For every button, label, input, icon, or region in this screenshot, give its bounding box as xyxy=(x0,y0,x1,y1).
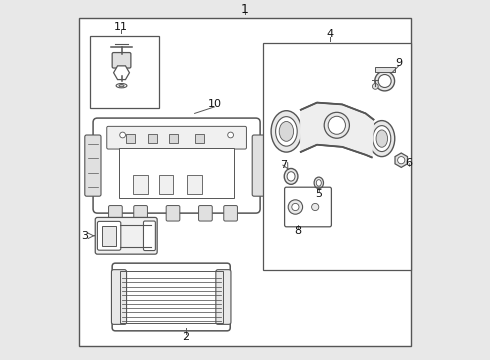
Text: 8: 8 xyxy=(294,226,302,237)
Circle shape xyxy=(120,132,125,138)
Ellipse shape xyxy=(287,172,295,181)
FancyBboxPatch shape xyxy=(144,221,155,251)
Circle shape xyxy=(312,203,319,211)
Ellipse shape xyxy=(271,111,302,152)
Ellipse shape xyxy=(119,85,124,87)
Circle shape xyxy=(288,200,303,214)
Bar xyxy=(133,175,148,194)
FancyBboxPatch shape xyxy=(134,206,147,221)
FancyBboxPatch shape xyxy=(224,206,238,221)
Circle shape xyxy=(292,203,299,211)
Bar xyxy=(90,36,159,108)
FancyBboxPatch shape xyxy=(111,270,126,324)
Text: 6: 6 xyxy=(405,158,412,168)
Text: 7: 7 xyxy=(280,159,288,170)
Ellipse shape xyxy=(279,122,294,141)
Text: 3: 3 xyxy=(82,231,89,241)
FancyBboxPatch shape xyxy=(107,126,246,149)
Bar xyxy=(148,134,157,143)
Bar xyxy=(187,175,202,194)
Circle shape xyxy=(228,132,233,138)
FancyBboxPatch shape xyxy=(112,53,131,68)
FancyBboxPatch shape xyxy=(198,206,212,221)
FancyBboxPatch shape xyxy=(85,135,101,196)
Text: 11: 11 xyxy=(114,22,128,32)
FancyBboxPatch shape xyxy=(93,118,260,213)
Bar xyxy=(195,134,204,143)
Bar xyxy=(374,67,395,72)
Ellipse shape xyxy=(116,84,127,88)
Ellipse shape xyxy=(284,168,298,184)
Bar xyxy=(159,175,173,194)
Polygon shape xyxy=(301,103,373,157)
Bar xyxy=(102,226,116,246)
Ellipse shape xyxy=(376,130,388,147)
Ellipse shape xyxy=(378,75,391,87)
Bar xyxy=(120,271,222,323)
Ellipse shape xyxy=(375,71,394,91)
Text: 9: 9 xyxy=(395,58,403,68)
FancyBboxPatch shape xyxy=(109,206,122,221)
Bar xyxy=(170,134,178,143)
Circle shape xyxy=(398,157,405,164)
Circle shape xyxy=(372,84,378,89)
Text: 1: 1 xyxy=(241,3,249,15)
Text: 4: 4 xyxy=(326,29,333,39)
Ellipse shape xyxy=(314,177,323,189)
Bar xyxy=(126,134,135,143)
FancyBboxPatch shape xyxy=(98,221,121,250)
FancyBboxPatch shape xyxy=(166,206,180,221)
Ellipse shape xyxy=(369,121,395,157)
Ellipse shape xyxy=(373,126,391,152)
Bar xyxy=(263,43,411,270)
FancyBboxPatch shape xyxy=(216,270,231,324)
Text: 10: 10 xyxy=(207,99,221,109)
FancyBboxPatch shape xyxy=(252,135,267,196)
Bar xyxy=(119,148,234,198)
FancyBboxPatch shape xyxy=(95,217,157,254)
Text: 2: 2 xyxy=(182,332,189,342)
Text: 5: 5 xyxy=(315,189,322,199)
FancyBboxPatch shape xyxy=(112,263,230,331)
Ellipse shape xyxy=(316,180,321,186)
Ellipse shape xyxy=(275,117,297,146)
Ellipse shape xyxy=(328,116,345,134)
Ellipse shape xyxy=(324,112,349,138)
